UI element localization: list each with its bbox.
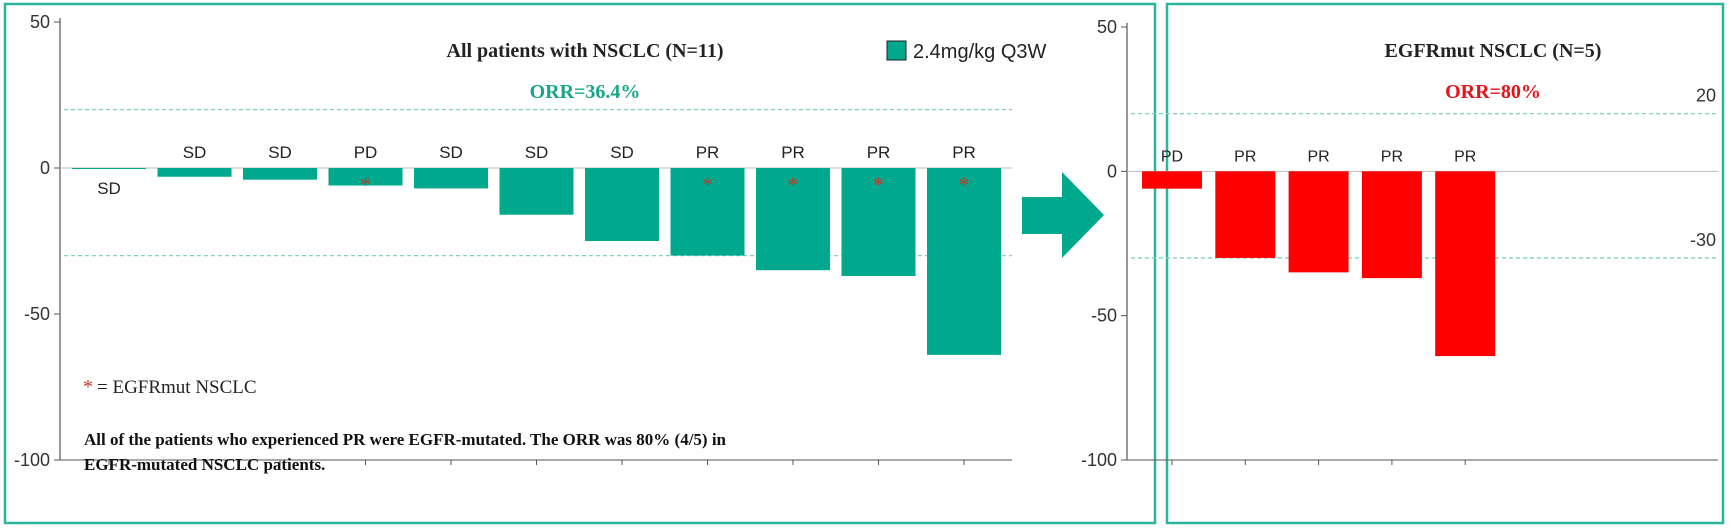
egfr-marker: * [873,172,884,197]
left-chart: 50 0 -50 -100 SD SD SD PD * SD SD SD PR * PR * PR * PR * A… [14,12,1047,474]
right-chart-subtitle: ORR=80% [1445,81,1541,103]
category-label: SD [525,143,549,162]
right-category-labels: PD PR PR PR PR [1161,148,1476,165]
bar [1361,171,1422,279]
category-label: PD [354,143,378,162]
bar [1142,171,1202,189]
bar [157,168,232,177]
bar [585,168,659,241]
y-tick-label: -50 [1091,306,1117,326]
category-label: SD [439,143,463,162]
right-chart: 50 0 -50 -100 20 -30 PD PR PR PR PR EGFRmut NSCLC… [1081,17,1718,470]
category-label: PR [1307,148,1329,165]
bar [1435,171,1496,357]
egfr-marker: * [959,172,970,197]
note-text: All of the patients who experienced PR w… [84,430,730,474]
category-label: SD [610,143,634,162]
y-tick-label: 0 [40,158,50,178]
note-line-1: All of the patients who experienced PR w… [84,430,727,449]
egfr-marker: * [788,172,799,197]
footnote-label: = EGFRmut NSCLC [97,377,257,398]
y-tick-label: -100 [1081,450,1117,470]
bar [1288,171,1349,273]
bar [414,168,488,189]
y-tick-label: 50 [30,12,50,32]
legend: 2.4mg/kg Q3W [886,40,1047,63]
category-label: PR [1454,148,1476,165]
reference-line-label: -30 [1690,230,1716,250]
category-label: PR [696,143,720,162]
bar [927,168,1001,355]
category-label: PD [1161,148,1183,165]
category-label: PR [1381,148,1403,165]
left-chart-title: All patients with NSCLC (N=11) [447,40,724,62]
right-bars [1142,171,1496,357]
reference-line-label: 20 [1696,86,1716,106]
bar [328,168,403,186]
bar [841,168,916,277]
footnote: * = EGFRmut NSCLC [83,376,257,398]
left-bars [72,168,1001,355]
y-tick-label: 0 [1107,161,1117,181]
bar [72,168,146,169]
bar [756,168,830,271]
category-label: SD [268,143,292,162]
left-panel-frame [3,2,1157,525]
right-panel-frame [1165,2,1725,525]
transition-arrow [1022,172,1104,258]
egfr-marker: * [702,172,713,197]
left-chart-subtitle: ORR=36.4% [530,81,641,103]
legend-swatch [886,40,907,61]
category-label: PR [952,143,976,162]
y-tick-label: 50 [1097,17,1117,37]
y-tick-label: -100 [14,450,50,470]
category-label: PR [781,143,805,162]
bar [1215,171,1276,258]
bar [243,168,317,180]
category-label: SD [183,143,207,162]
egfr-marker: * [360,172,371,197]
category-label: PR [1234,148,1256,165]
left-category-labels: SD SD SD PD * SD SD SD PR * PR * PR * PR * [97,143,976,198]
right-chart-title: EGFRmut NSCLC (N=5) [1385,40,1602,62]
legend-label: 2.4mg/kg Q3W [913,41,1047,63]
bar [499,168,574,215]
y-tick-label: -50 [24,304,50,324]
bar [670,168,745,256]
note-line-2: EGFR-mutated NSCLC patients. [84,455,325,474]
right-y-axis: 50 0 -50 -100 20 -30 [1081,17,1718,470]
footnote-marker: * [83,376,93,398]
category-label: SD [97,179,121,198]
category-label: PR [867,143,891,162]
